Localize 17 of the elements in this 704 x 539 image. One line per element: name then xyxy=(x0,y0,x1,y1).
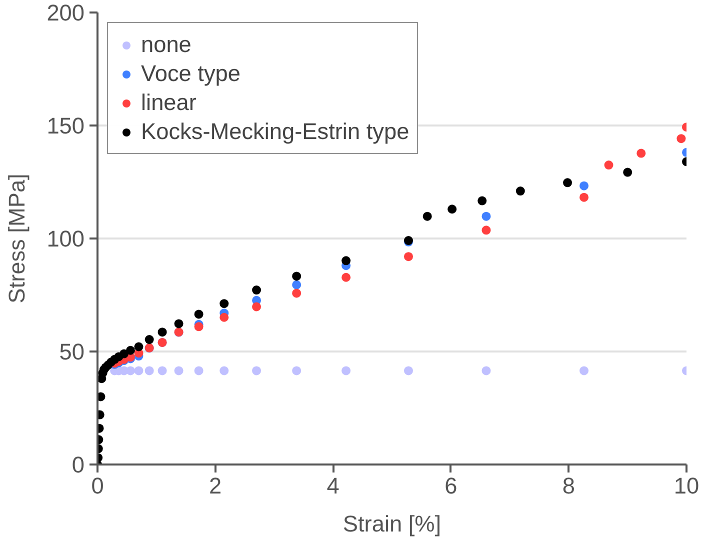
y-tick-label: 150 xyxy=(46,112,85,138)
legend-label: none xyxy=(141,31,192,58)
y-tick-label: 200 xyxy=(46,0,85,26)
x-axis-title: Strain [%] xyxy=(342,510,442,536)
legend-label: Kocks-Mecking-Estrin type xyxy=(141,118,410,145)
x-tick-label: 2 xyxy=(209,472,222,498)
x-tick-label: 0 xyxy=(91,472,104,498)
x-tick-label: 10 xyxy=(674,472,700,498)
y-tick-label: 100 xyxy=(46,226,85,252)
legend-label: Voce type xyxy=(141,60,241,87)
x-tick-label: 4 xyxy=(326,472,340,498)
x-tick-label: 8 xyxy=(562,472,576,498)
x-tick-label: 6 xyxy=(444,472,458,498)
y-tick-label: 50 xyxy=(59,338,84,364)
y-tick-label: 0 xyxy=(72,452,85,478)
y-axis-title: Stress [MPa] xyxy=(4,174,30,304)
legend-label: linear xyxy=(141,89,196,116)
